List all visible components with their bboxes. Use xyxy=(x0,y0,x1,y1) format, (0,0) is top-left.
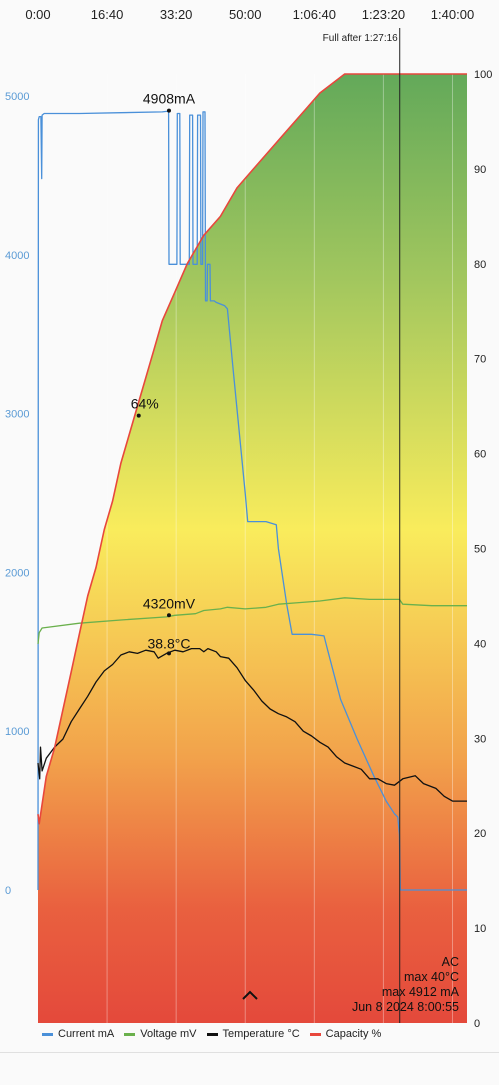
x-tick-label: 16:40 xyxy=(91,7,124,22)
summary-line: Jun 8 2024 8:00:55 xyxy=(352,1000,459,1014)
left-tick-label: 0 xyxy=(5,885,11,897)
legend-swatch-temperature xyxy=(206,1032,218,1036)
current-line xyxy=(37,110,467,891)
legend-label-current: Current mA xyxy=(58,1028,115,1040)
right-tick-label: 10 xyxy=(474,923,486,935)
legend-label-voltage: Voltage mV xyxy=(140,1028,197,1040)
right-tick-label: 90 xyxy=(474,164,486,176)
legend-item-temperature: Temperature °C xyxy=(206,1028,300,1040)
legend-swatch-current xyxy=(42,1032,53,1036)
peak-marker xyxy=(166,613,171,618)
chart-legend: Current mA Voltage mV Temperature °C Cap… xyxy=(42,1028,381,1040)
summary-line: AC xyxy=(442,955,459,969)
legend-item-capacity: Capacity % xyxy=(309,1028,382,1040)
left-tick-label: 3000 xyxy=(5,409,29,421)
right-tick-label: 40 xyxy=(474,638,486,650)
right-tick-label: 80 xyxy=(474,259,486,271)
legend-swatch-capacity xyxy=(309,1032,321,1036)
peak-marker xyxy=(166,108,171,113)
left-tick-label: 1000 xyxy=(5,726,29,738)
right-tick-label: 100 xyxy=(474,69,492,81)
summary-line: max 40°C xyxy=(404,970,459,984)
peak-label: 4320mV xyxy=(143,595,196,611)
bottom-bar xyxy=(0,1052,499,1081)
summary-line: max 4912 mA xyxy=(382,985,460,999)
right-tick-label: 20 xyxy=(474,828,486,840)
peak-marker xyxy=(136,413,141,418)
legend-item-voltage: Voltage mV xyxy=(124,1028,197,1040)
left-tick-label: 2000 xyxy=(5,567,29,579)
left-tick-label: 5000 xyxy=(5,91,29,103)
x-tick-label: 33:20 xyxy=(160,7,193,22)
x-tick-label: 1:23:20 xyxy=(362,7,405,22)
right-tick-label: 70 xyxy=(474,354,486,366)
peak-marker xyxy=(166,651,171,656)
cursor-label: Full after 1:27:16 xyxy=(323,33,398,44)
right-tick-label: 0 xyxy=(474,1018,480,1030)
x-tick-label: 1:40:00 xyxy=(431,7,474,22)
x-tick-label: 50:00 xyxy=(229,7,262,22)
peak-label: 38.8°C xyxy=(147,635,190,651)
capacity-area xyxy=(38,74,467,1023)
peak-label: 4908mA xyxy=(143,91,196,107)
legend-label-temperature: Temperature °C xyxy=(222,1028,300,1040)
left-tick-label: 4000 xyxy=(5,250,29,262)
x-tick-label: 0:00 xyxy=(25,7,50,22)
legend-label-capacity: Capacity % xyxy=(325,1028,382,1040)
legend-item-current: Current mA xyxy=(42,1028,114,1040)
right-tick-label: 50 xyxy=(474,544,486,556)
right-tick-label: 60 xyxy=(474,449,486,461)
x-tick-label: 1:06:40 xyxy=(293,7,336,22)
capacity-line xyxy=(37,73,467,825)
temperature-line xyxy=(37,647,467,802)
peak-label: 64% xyxy=(131,396,159,412)
voltage-line xyxy=(37,597,467,644)
right-tick-label: 30 xyxy=(474,733,486,745)
legend-swatch-voltage xyxy=(124,1032,136,1036)
expand-chevron-icon xyxy=(242,990,258,1000)
